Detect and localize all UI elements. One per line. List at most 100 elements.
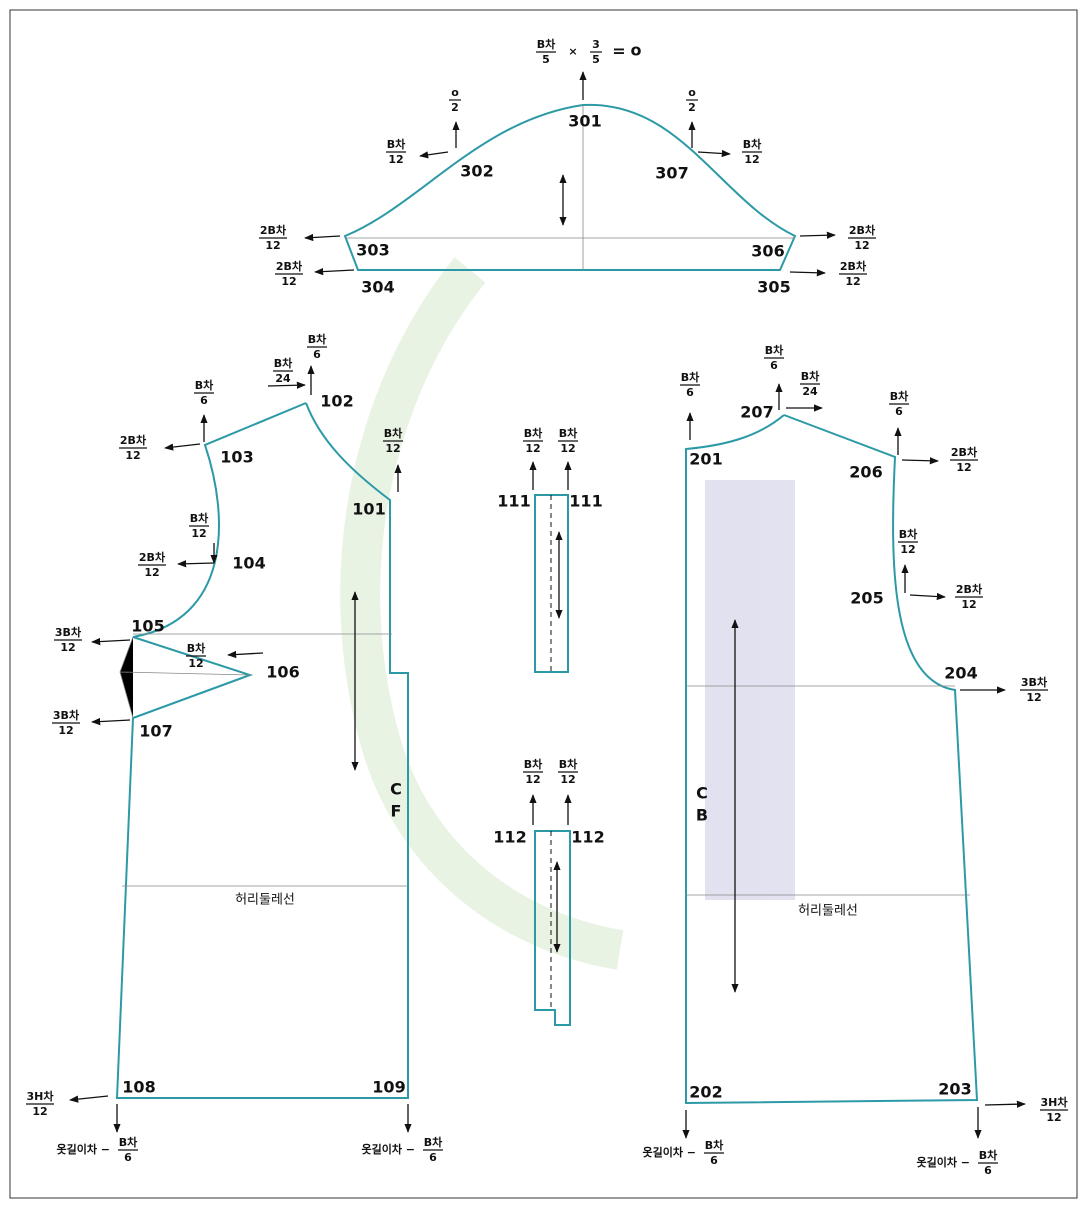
fraction-den: 12 — [281, 275, 296, 288]
point-label: 101 — [352, 500, 385, 519]
length-fraction-den: 6 — [984, 1164, 992, 1177]
arrow — [697, 149, 731, 158]
length-prefix: 옷길이차 − — [56, 1142, 110, 1156]
arrow — [419, 151, 449, 159]
facing-pieces — [534, 494, 571, 1026]
fraction-num: 3B차 — [55, 625, 82, 639]
fraction-den: 12 — [525, 773, 540, 786]
point-label: 108 — [122, 1078, 155, 1097]
fraction-num: B차 — [801, 369, 820, 383]
fraction-den: 12 — [845, 275, 860, 288]
fraction-num: 2B차 — [840, 259, 867, 273]
fraction-num: B차 — [384, 426, 403, 440]
watermark — [340, 257, 795, 970]
fraction-den: 12 — [191, 527, 206, 540]
point-label: 103 — [220, 448, 253, 467]
fraction-den: 12 — [188, 657, 203, 670]
fraction-num: B차 — [524, 757, 543, 771]
fraction-num: 3B차 — [1021, 675, 1048, 689]
waist-label: 허리둘레선 — [798, 904, 858, 919]
fraction-den: 12 — [854, 239, 869, 252]
point-label: 102 — [320, 392, 353, 411]
fraction-den: 12 — [58, 724, 73, 737]
fraction-den: 12 — [1026, 691, 1041, 704]
arrow — [227, 650, 264, 659]
fraction-den: 12 — [560, 442, 575, 455]
formula-a-den: 5 — [542, 53, 550, 66]
arrow — [901, 457, 939, 465]
point-label: 111 — [497, 492, 530, 511]
length-fraction-num: B차 — [119, 1135, 138, 1149]
arrow — [69, 1095, 109, 1103]
point-label: 207 — [740, 403, 773, 422]
arrow — [164, 443, 201, 451]
point-label: 303 — [356, 241, 389, 260]
fraction-num: 3H차 — [1041, 1095, 1069, 1109]
point-label: 307 — [655, 164, 688, 183]
fraction-num: 2B차 — [956, 582, 983, 596]
point-label: 302 — [460, 162, 493, 181]
fraction-num: B차 — [743, 137, 762, 151]
fraction-den: 6 — [686, 386, 694, 399]
fraction-den: 12 — [60, 641, 75, 654]
arrows — [69, 71, 1026, 1139]
fraction-num: o — [451, 86, 459, 99]
fraction-num: B차 — [308, 332, 327, 346]
fraction-den: 24 — [802, 385, 818, 398]
fraction-num: 2B차 — [951, 445, 978, 459]
fraction-den: 6 — [313, 348, 321, 361]
length-fraction-den: 6 — [710, 1154, 718, 1167]
fraction-num: B차 — [899, 527, 918, 541]
point-label: 205 — [850, 589, 883, 608]
fraction-num: B차 — [765, 343, 784, 357]
point-label: 112 — [571, 828, 604, 847]
fraction-num: B차 — [190, 511, 209, 525]
point-label: 111 — [569, 492, 602, 511]
fraction-num: 2B차 — [139, 550, 166, 564]
formula-b-den: 5 — [592, 53, 600, 66]
fraction-num: B차 — [681, 370, 700, 384]
point-label: 305 — [757, 278, 790, 297]
fraction-num: 3B차 — [53, 708, 80, 722]
arrow — [314, 267, 355, 276]
cf-label: C — [390, 780, 402, 799]
fraction-den: 12 — [385, 442, 400, 455]
fraction-den: 12 — [388, 153, 403, 166]
fraction-num: B차 — [890, 389, 909, 403]
fraction-den: 12 — [956, 461, 971, 474]
length-fraction-num: B차 — [424, 1135, 443, 1149]
point-label: 104 — [232, 554, 265, 573]
point-label: 306 — [751, 242, 784, 261]
point-label: 301 — [568, 112, 601, 131]
fraction-den: 12 — [961, 598, 976, 611]
point-label: 106 — [266, 663, 299, 682]
sleeve — [343, 103, 797, 271]
arrow — [304, 233, 341, 242]
fraction-den: 12 — [144, 566, 159, 579]
point-label: 109 — [372, 1078, 405, 1097]
formula-a-num: B차 — [537, 37, 556, 51]
arrow — [789, 269, 826, 277]
fraction-den: 12 — [744, 153, 759, 166]
fraction-den: 12 — [1046, 1111, 1061, 1124]
waist-label: 허리둘레선 — [235, 893, 295, 908]
fraction-num: 2B차 — [120, 433, 147, 447]
arrow — [91, 637, 131, 646]
fraction-num: B차 — [559, 757, 578, 771]
point-label: 202 — [689, 1083, 722, 1102]
arrow — [984, 1100, 1026, 1108]
cb-label: B — [696, 806, 708, 825]
frame — [9, 9, 1078, 1199]
fraction-den: 12 — [560, 773, 575, 786]
arrow — [267, 381, 306, 389]
length-prefix: 옷길이차 − — [642, 1145, 696, 1159]
formula-op: = — [612, 42, 625, 61]
formula-b-num: 3 — [592, 38, 600, 51]
point-label: 112 — [493, 828, 526, 847]
arrow — [799, 231, 836, 239]
fraction-den: 12 — [125, 449, 140, 462]
fraction-den: 12 — [900, 543, 915, 556]
fraction-den: 6 — [770, 359, 778, 372]
length-prefix: 옷길이차 − — [916, 1155, 970, 1169]
arrow — [909, 592, 946, 601]
